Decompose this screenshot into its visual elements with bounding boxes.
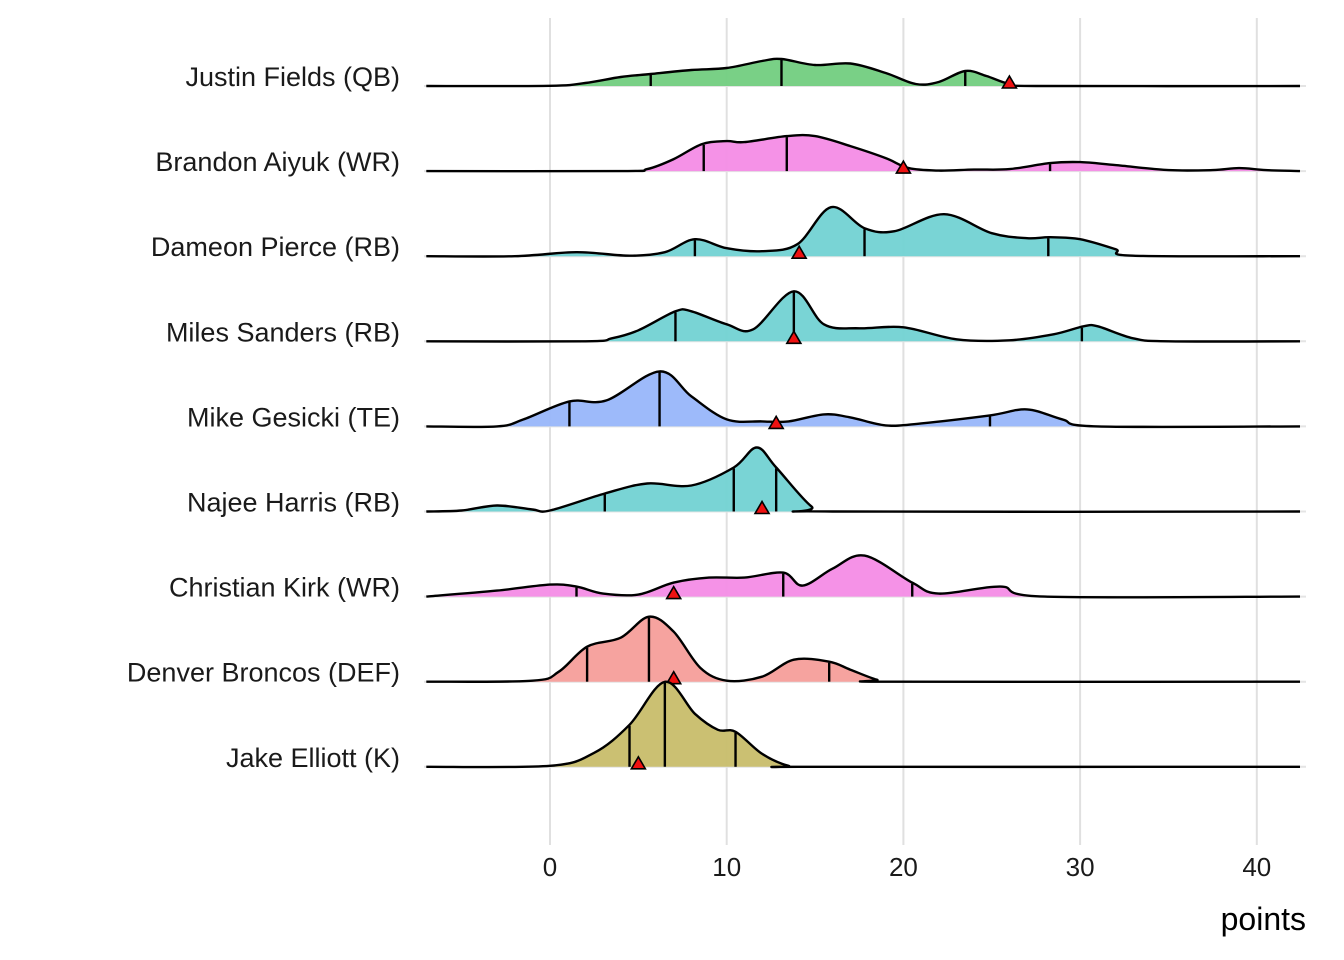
ridge-6 bbox=[426, 554, 1301, 600]
ridge-7 bbox=[426, 615, 1301, 685]
density-area bbox=[426, 135, 1300, 172]
marker-triangle bbox=[895, 159, 912, 174]
x-axis-title: points bbox=[1221, 901, 1306, 937]
marker-triangle bbox=[753, 499, 771, 515]
y-label: Miles Sanders (RB) bbox=[166, 317, 400, 347]
y-label: Christian Kirk (WR) bbox=[169, 573, 400, 603]
density-outline bbox=[426, 205, 1301, 258]
ridge-8 bbox=[426, 680, 1301, 770]
density-area bbox=[426, 616, 1300, 682]
ridge-2 bbox=[426, 205, 1301, 259]
density-area bbox=[426, 206, 1300, 257]
y-label: Najee Harris (RB) bbox=[187, 488, 400, 518]
marker-triangle bbox=[785, 329, 803, 345]
density-area bbox=[426, 371, 1300, 427]
density-outline bbox=[426, 370, 1301, 429]
x-tick-label: 40 bbox=[1242, 852, 1271, 882]
x-tick-label: 20 bbox=[889, 852, 918, 882]
ridges bbox=[426, 57, 1301, 770]
y-label: Brandon Aiyuk (WR) bbox=[155, 147, 400, 177]
ridge-3 bbox=[426, 290, 1301, 345]
x-tick-label: 0 bbox=[543, 852, 557, 882]
density-area bbox=[426, 447, 1300, 512]
y-label: Mike Gesicki (TE) bbox=[187, 402, 400, 432]
density-area bbox=[426, 681, 1300, 768]
density-outline bbox=[426, 290, 1301, 343]
marker-triangle bbox=[790, 244, 808, 259]
grid-lines bbox=[424, 18, 1306, 845]
ridge-5 bbox=[426, 446, 1301, 515]
y-label: Justin Fields (QB) bbox=[185, 62, 400, 92]
marker-triangle bbox=[629, 755, 647, 770]
ridge-4 bbox=[426, 370, 1301, 430]
density-area bbox=[426, 555, 1300, 598]
x-tick-label: 30 bbox=[1066, 852, 1095, 882]
y-axis-labels: Justin Fields (QB) Brandon Aiyuk (WR) Dame… bbox=[127, 62, 400, 773]
x-axis-ticks: 0 10 20 30 40 bbox=[543, 852, 1271, 882]
x-tick-label: 10 bbox=[712, 852, 741, 882]
marker-triangle bbox=[1001, 74, 1018, 89]
density-outline bbox=[426, 554, 1301, 599]
y-label: Denver Broncos (DEF) bbox=[127, 658, 400, 688]
y-label: Jake Elliott (K) bbox=[226, 743, 400, 773]
density-outline bbox=[426, 615, 1301, 684]
density-outline bbox=[426, 446, 1301, 514]
marker-triangle bbox=[767, 414, 785, 430]
ridge-1 bbox=[426, 133, 1301, 174]
marker-triangle bbox=[665, 670, 683, 685]
marker-triangle bbox=[665, 585, 683, 600]
ridge-0 bbox=[426, 57, 1301, 89]
density-area bbox=[426, 58, 1300, 87]
density-area bbox=[426, 291, 1300, 342]
y-label: Dameon Pierce (RB) bbox=[151, 232, 400, 262]
density-outline bbox=[426, 680, 1301, 769]
